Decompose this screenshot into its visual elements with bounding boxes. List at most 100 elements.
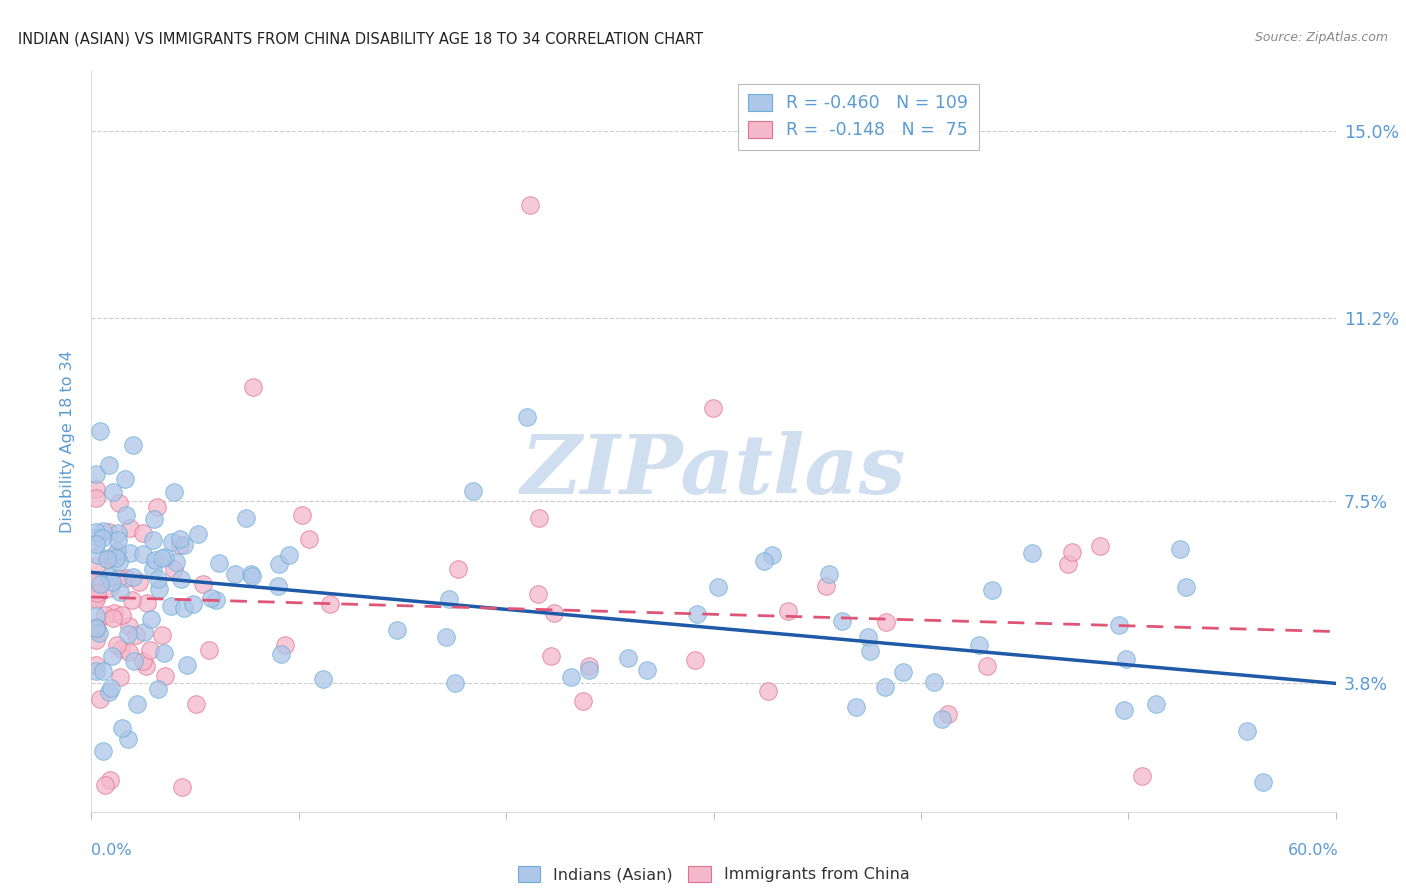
Point xyxy=(1146,697,1168,711)
Point xyxy=(540,648,562,663)
Point xyxy=(242,380,264,394)
Point xyxy=(200,591,222,606)
Point xyxy=(86,467,108,481)
Text: ZIPatlas: ZIPatlas xyxy=(520,431,907,511)
Point xyxy=(101,484,124,499)
Point xyxy=(169,538,191,552)
Point xyxy=(931,712,953,726)
Point xyxy=(291,508,314,522)
Point xyxy=(527,511,550,525)
Point xyxy=(86,622,108,636)
Text: Source: ZipAtlas.com: Source: ZipAtlas.com xyxy=(1254,31,1388,45)
Point xyxy=(100,681,122,695)
Point xyxy=(169,532,191,546)
Point xyxy=(111,608,134,623)
Point xyxy=(1236,724,1258,739)
Point xyxy=(875,680,897,694)
Point xyxy=(86,573,108,587)
Point xyxy=(101,574,124,589)
Point xyxy=(87,548,110,562)
Point xyxy=(224,566,246,581)
Point xyxy=(98,525,121,540)
Point xyxy=(969,638,991,652)
Text: INDIAN (ASIAN) VS IMMIGRANTS FROM CHINA DISABILITY AGE 18 TO 34 CORRELATION CHAR: INDIAN (ASIAN) VS IMMIGRANTS FROM CHINA … xyxy=(18,31,703,46)
Point xyxy=(572,694,595,708)
Point xyxy=(560,670,582,684)
Point xyxy=(278,548,301,562)
Point xyxy=(976,659,998,673)
Point xyxy=(110,642,132,657)
Point xyxy=(107,496,129,510)
Point xyxy=(84,608,107,623)
Legend: Indians (Asian), Immigrants from China: Indians (Asian), Immigrants from China xyxy=(512,860,915,888)
Point xyxy=(142,562,165,576)
Point xyxy=(84,483,107,497)
Point xyxy=(240,569,263,583)
Point xyxy=(94,607,117,622)
Point xyxy=(1251,775,1274,789)
Point xyxy=(145,500,167,514)
Point xyxy=(856,630,879,644)
Point xyxy=(1114,703,1136,717)
Point xyxy=(104,548,127,562)
Point xyxy=(97,685,120,699)
Point xyxy=(150,628,173,642)
Point xyxy=(97,570,120,584)
Point xyxy=(437,592,460,607)
Point xyxy=(859,644,882,658)
Point xyxy=(1060,545,1083,559)
Point xyxy=(107,571,129,585)
Point xyxy=(84,664,107,678)
Point xyxy=(707,580,730,594)
Point xyxy=(84,559,107,574)
Point xyxy=(84,491,107,506)
Point xyxy=(136,596,159,610)
Point xyxy=(114,508,136,522)
Point xyxy=(683,653,706,667)
Point xyxy=(1021,546,1043,560)
Point xyxy=(128,574,150,589)
Point xyxy=(134,625,156,640)
Point xyxy=(197,643,219,657)
Point xyxy=(132,654,155,668)
Point xyxy=(118,645,141,659)
Point xyxy=(84,592,107,607)
Point xyxy=(125,628,148,642)
Point xyxy=(756,684,779,698)
Point xyxy=(298,532,321,546)
Point xyxy=(447,562,470,576)
Point xyxy=(84,621,107,635)
Point xyxy=(125,698,148,712)
Point xyxy=(97,458,120,472)
Point xyxy=(273,638,295,652)
Point xyxy=(117,627,139,641)
Point xyxy=(91,664,114,678)
Point xyxy=(162,485,184,500)
Point xyxy=(312,673,335,687)
Point xyxy=(86,530,108,544)
Point xyxy=(235,511,257,525)
Point xyxy=(120,521,142,535)
Point xyxy=(702,401,724,415)
Point xyxy=(208,556,231,570)
Point xyxy=(91,744,114,758)
Point xyxy=(319,597,342,611)
Point xyxy=(121,592,143,607)
Point xyxy=(936,707,959,722)
Point xyxy=(101,549,124,564)
Point xyxy=(98,773,121,788)
Point xyxy=(270,647,292,661)
Point xyxy=(1108,618,1130,632)
Point xyxy=(636,663,658,677)
Point xyxy=(89,577,111,591)
Point xyxy=(267,578,290,592)
Point xyxy=(1174,580,1197,594)
Point xyxy=(86,586,108,600)
Point xyxy=(108,670,131,684)
Point xyxy=(204,593,226,607)
Point xyxy=(434,630,457,644)
Point xyxy=(122,438,145,452)
Point xyxy=(96,551,118,566)
Point xyxy=(875,615,897,629)
Point xyxy=(111,721,134,735)
